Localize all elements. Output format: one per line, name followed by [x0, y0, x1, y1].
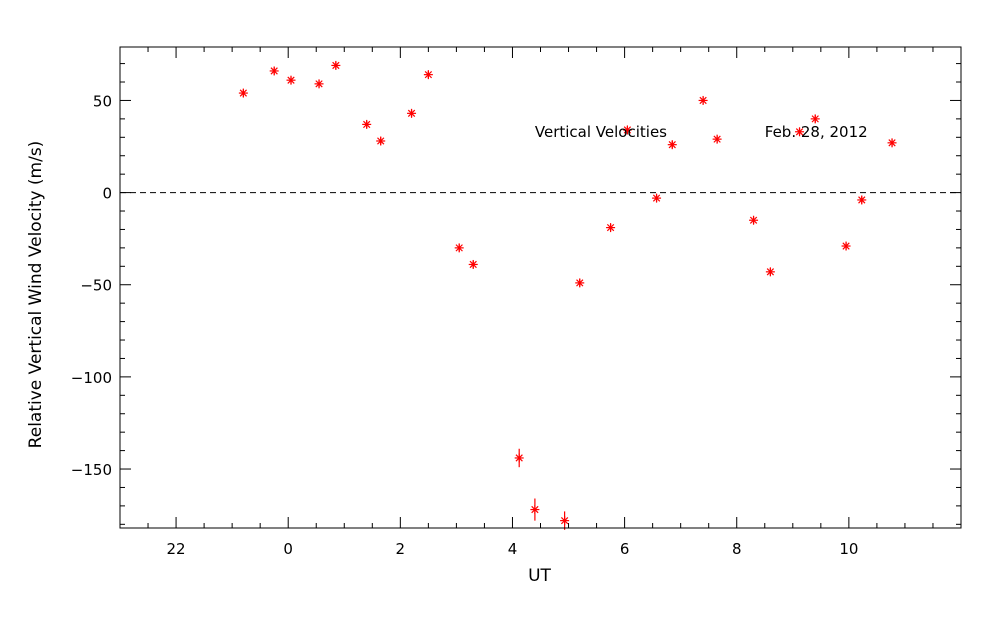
- data-point: [857, 195, 867, 205]
- data-point: [514, 448, 524, 468]
- data-point: [423, 70, 433, 80]
- data-point: [238, 88, 248, 98]
- data-point: [286, 75, 296, 85]
- data-point: [652, 193, 662, 203]
- x-tick-label: 0: [283, 540, 293, 558]
- y-axis-label: Relative Vertical Wind Velocity (m/s): [26, 141, 46, 449]
- tick-labels: 22 0 2 4 6 8 10 50 0 −50 −100 −150: [71, 92, 859, 558]
- data-point: [765, 267, 775, 277]
- x-tick-label: 10: [839, 540, 858, 558]
- data-point: [560, 511, 570, 530]
- data-point: [362, 119, 372, 129]
- data-point: [712, 134, 722, 144]
- annotation-label: Vertical Velocities: [535, 123, 667, 141]
- data-points: [238, 60, 897, 530]
- data-point: [749, 215, 759, 225]
- data-point: [407, 108, 417, 118]
- data-point: [331, 60, 341, 70]
- data-point: [667, 140, 677, 150]
- x-tick-label: 4: [508, 540, 518, 558]
- y-tick-label: 50: [93, 92, 112, 110]
- y-tick-label: −150: [71, 461, 112, 479]
- x-tick-label: 2: [396, 540, 406, 558]
- x-tick-label: 6: [620, 540, 630, 558]
- axis-ticks: [119, 47, 962, 528]
- data-point: [841, 241, 851, 251]
- y-tick-label: 0: [102, 185, 112, 203]
- data-point: [795, 127, 805, 137]
- x-axis-label: UT: [528, 566, 551, 586]
- x-tick-label: 8: [732, 540, 742, 558]
- y-tick-label: −100: [71, 369, 112, 387]
- data-point: [622, 125, 632, 135]
- data-point: [376, 136, 386, 146]
- annotation-date: Feb. 28, 2012: [765, 123, 868, 141]
- y-tick-label: −50: [80, 277, 112, 295]
- plot-frame: [119, 46, 962, 529]
- data-point: [575, 278, 585, 288]
- data-point: [454, 243, 464, 253]
- data-point: [269, 66, 279, 76]
- x-tick-label: 22: [167, 540, 186, 558]
- data-point: [810, 114, 820, 124]
- data-point: [314, 79, 324, 89]
- data-point: [887, 138, 897, 148]
- data-point: [606, 223, 616, 233]
- data-point: [530, 498, 540, 521]
- data-point: [468, 259, 478, 269]
- data-point: [698, 95, 708, 105]
